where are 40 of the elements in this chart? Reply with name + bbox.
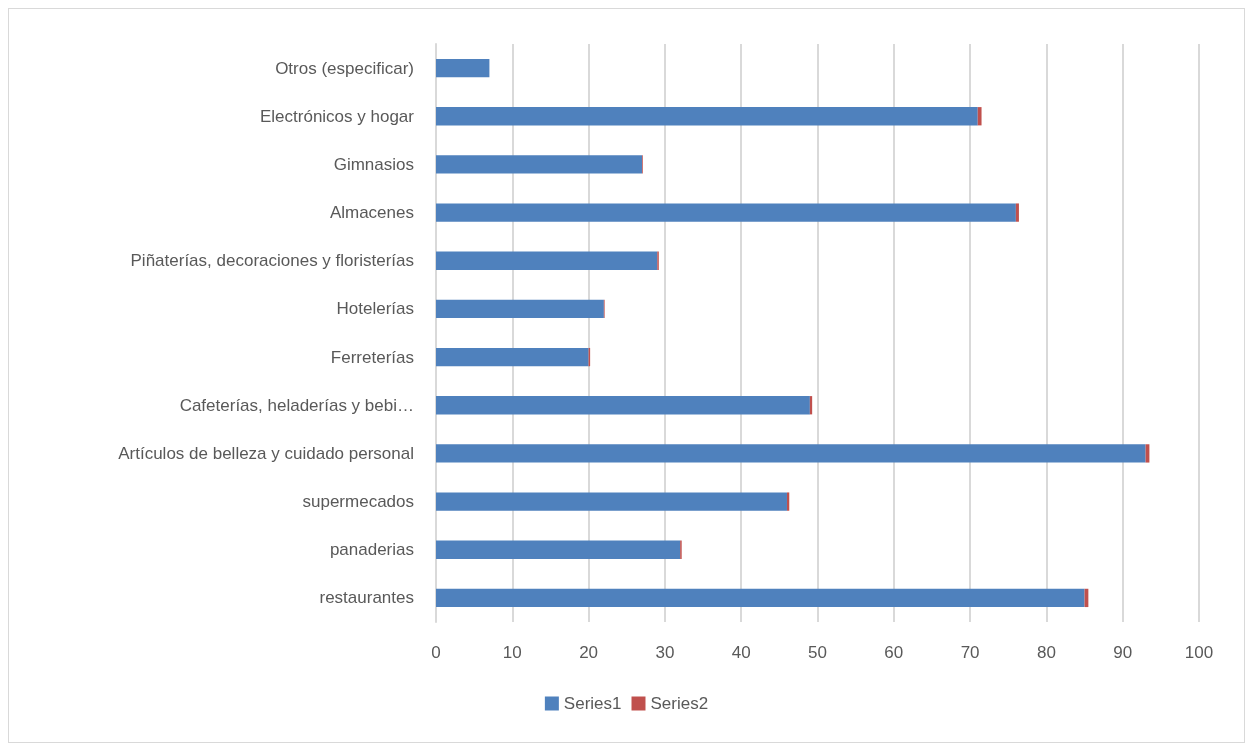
- bar: [786, 492, 790, 511]
- x-tick-label: 0: [431, 643, 441, 662]
- x-tick-label: 40: [731, 643, 751, 662]
- bar: [436, 203, 1016, 222]
- y-tick-label: Artículos de belleza y cuidado personal: [118, 443, 414, 463]
- bar: [1015, 203, 1019, 222]
- y-tick-label: panaderias: [329, 540, 414, 560]
- bar: [436, 58, 490, 78]
- y-tick-label: Electrónicos y hogar: [259, 106, 415, 126]
- bar: [436, 588, 1085, 608]
- bar: [436, 347, 589, 367]
- y-tick-label: Cafeterías, heladerías y bebi…: [179, 395, 414, 415]
- x-tick-label: 60: [884, 643, 904, 662]
- x-tick-label: 80: [1036, 643, 1056, 662]
- x-tick-label: 30: [655, 643, 675, 662]
- y-tick-label: Piñaterías, decoraciones y floristerías: [130, 251, 414, 271]
- y-tick-label: Otros (especificar): [275, 58, 414, 78]
- y-tick-label: Almacenes: [329, 203, 414, 223]
- bar: [436, 444, 1146, 463]
- bar: [436, 155, 643, 174]
- x-tick-label: 20: [579, 643, 599, 662]
- y-tick-label: Hotelerías: [336, 299, 414, 319]
- bar: [436, 396, 810, 415]
- bar: [977, 107, 982, 126]
- x-tick-label: 100: [1184, 643, 1214, 662]
- y-tick-label: Gimnasios: [333, 154, 414, 174]
- x-tick-label: 90: [1113, 643, 1133, 662]
- legend-label: Series2: [650, 694, 709, 713]
- y-tick-label: restaurantes: [319, 588, 414, 608]
- bar: [436, 540, 681, 559]
- x-tick-label: 70: [960, 643, 980, 662]
- y-tick-label: Ferreterías: [330, 347, 414, 367]
- bar: [436, 251, 658, 270]
- bar: [436, 107, 978, 126]
- y-tick-label: supermecados: [302, 492, 414, 512]
- x-tick-label: 50: [808, 643, 827, 662]
- bar: [436, 492, 787, 511]
- legend-label: Series1: [563, 694, 622, 713]
- bar: [436, 299, 604, 319]
- x-tick-label: 10: [502, 643, 522, 662]
